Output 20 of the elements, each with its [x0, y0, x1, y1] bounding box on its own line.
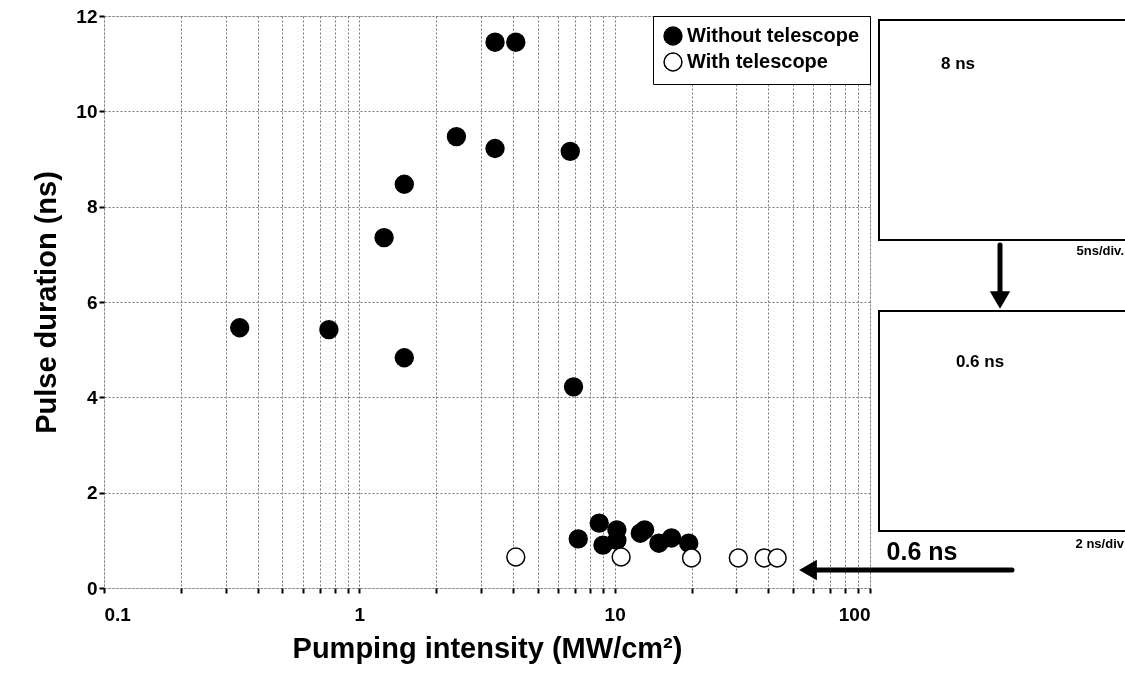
x-tick-label: 0.1 — [104, 603, 132, 625]
y-tick-label: 6 — [86, 291, 98, 313]
text: 0.6 ns — [886, 537, 958, 565]
x-tick-label: 10 — [604, 603, 626, 625]
x-axis-title: Pumping intensity (MW/cm²) — [292, 631, 683, 664]
legend-label: With telescope — [687, 50, 828, 72]
text: 2 ns/div — [1075, 536, 1125, 551]
text: 5ns/div. — [1076, 243, 1124, 258]
y-tick-label: 2 — [86, 482, 98, 504]
y-tick-label: 0 — [86, 577, 98, 599]
y-tick-label: 8 — [86, 196, 98, 218]
y-tick-label: 4 — [86, 386, 98, 408]
text: 8 ns — [940, 54, 976, 73]
x-tick-label: 1 — [354, 603, 366, 625]
y-tick-label: 10 — [76, 100, 98, 122]
y-tick-label: 12 — [76, 5, 98, 27]
y-axis-title: Pulse duration (ns) — [30, 171, 63, 434]
text: 0.6 ns — [955, 352, 1005, 371]
legend-label: Without telescope — [687, 24, 860, 46]
x-tick-label: 100 — [838, 603, 871, 625]
